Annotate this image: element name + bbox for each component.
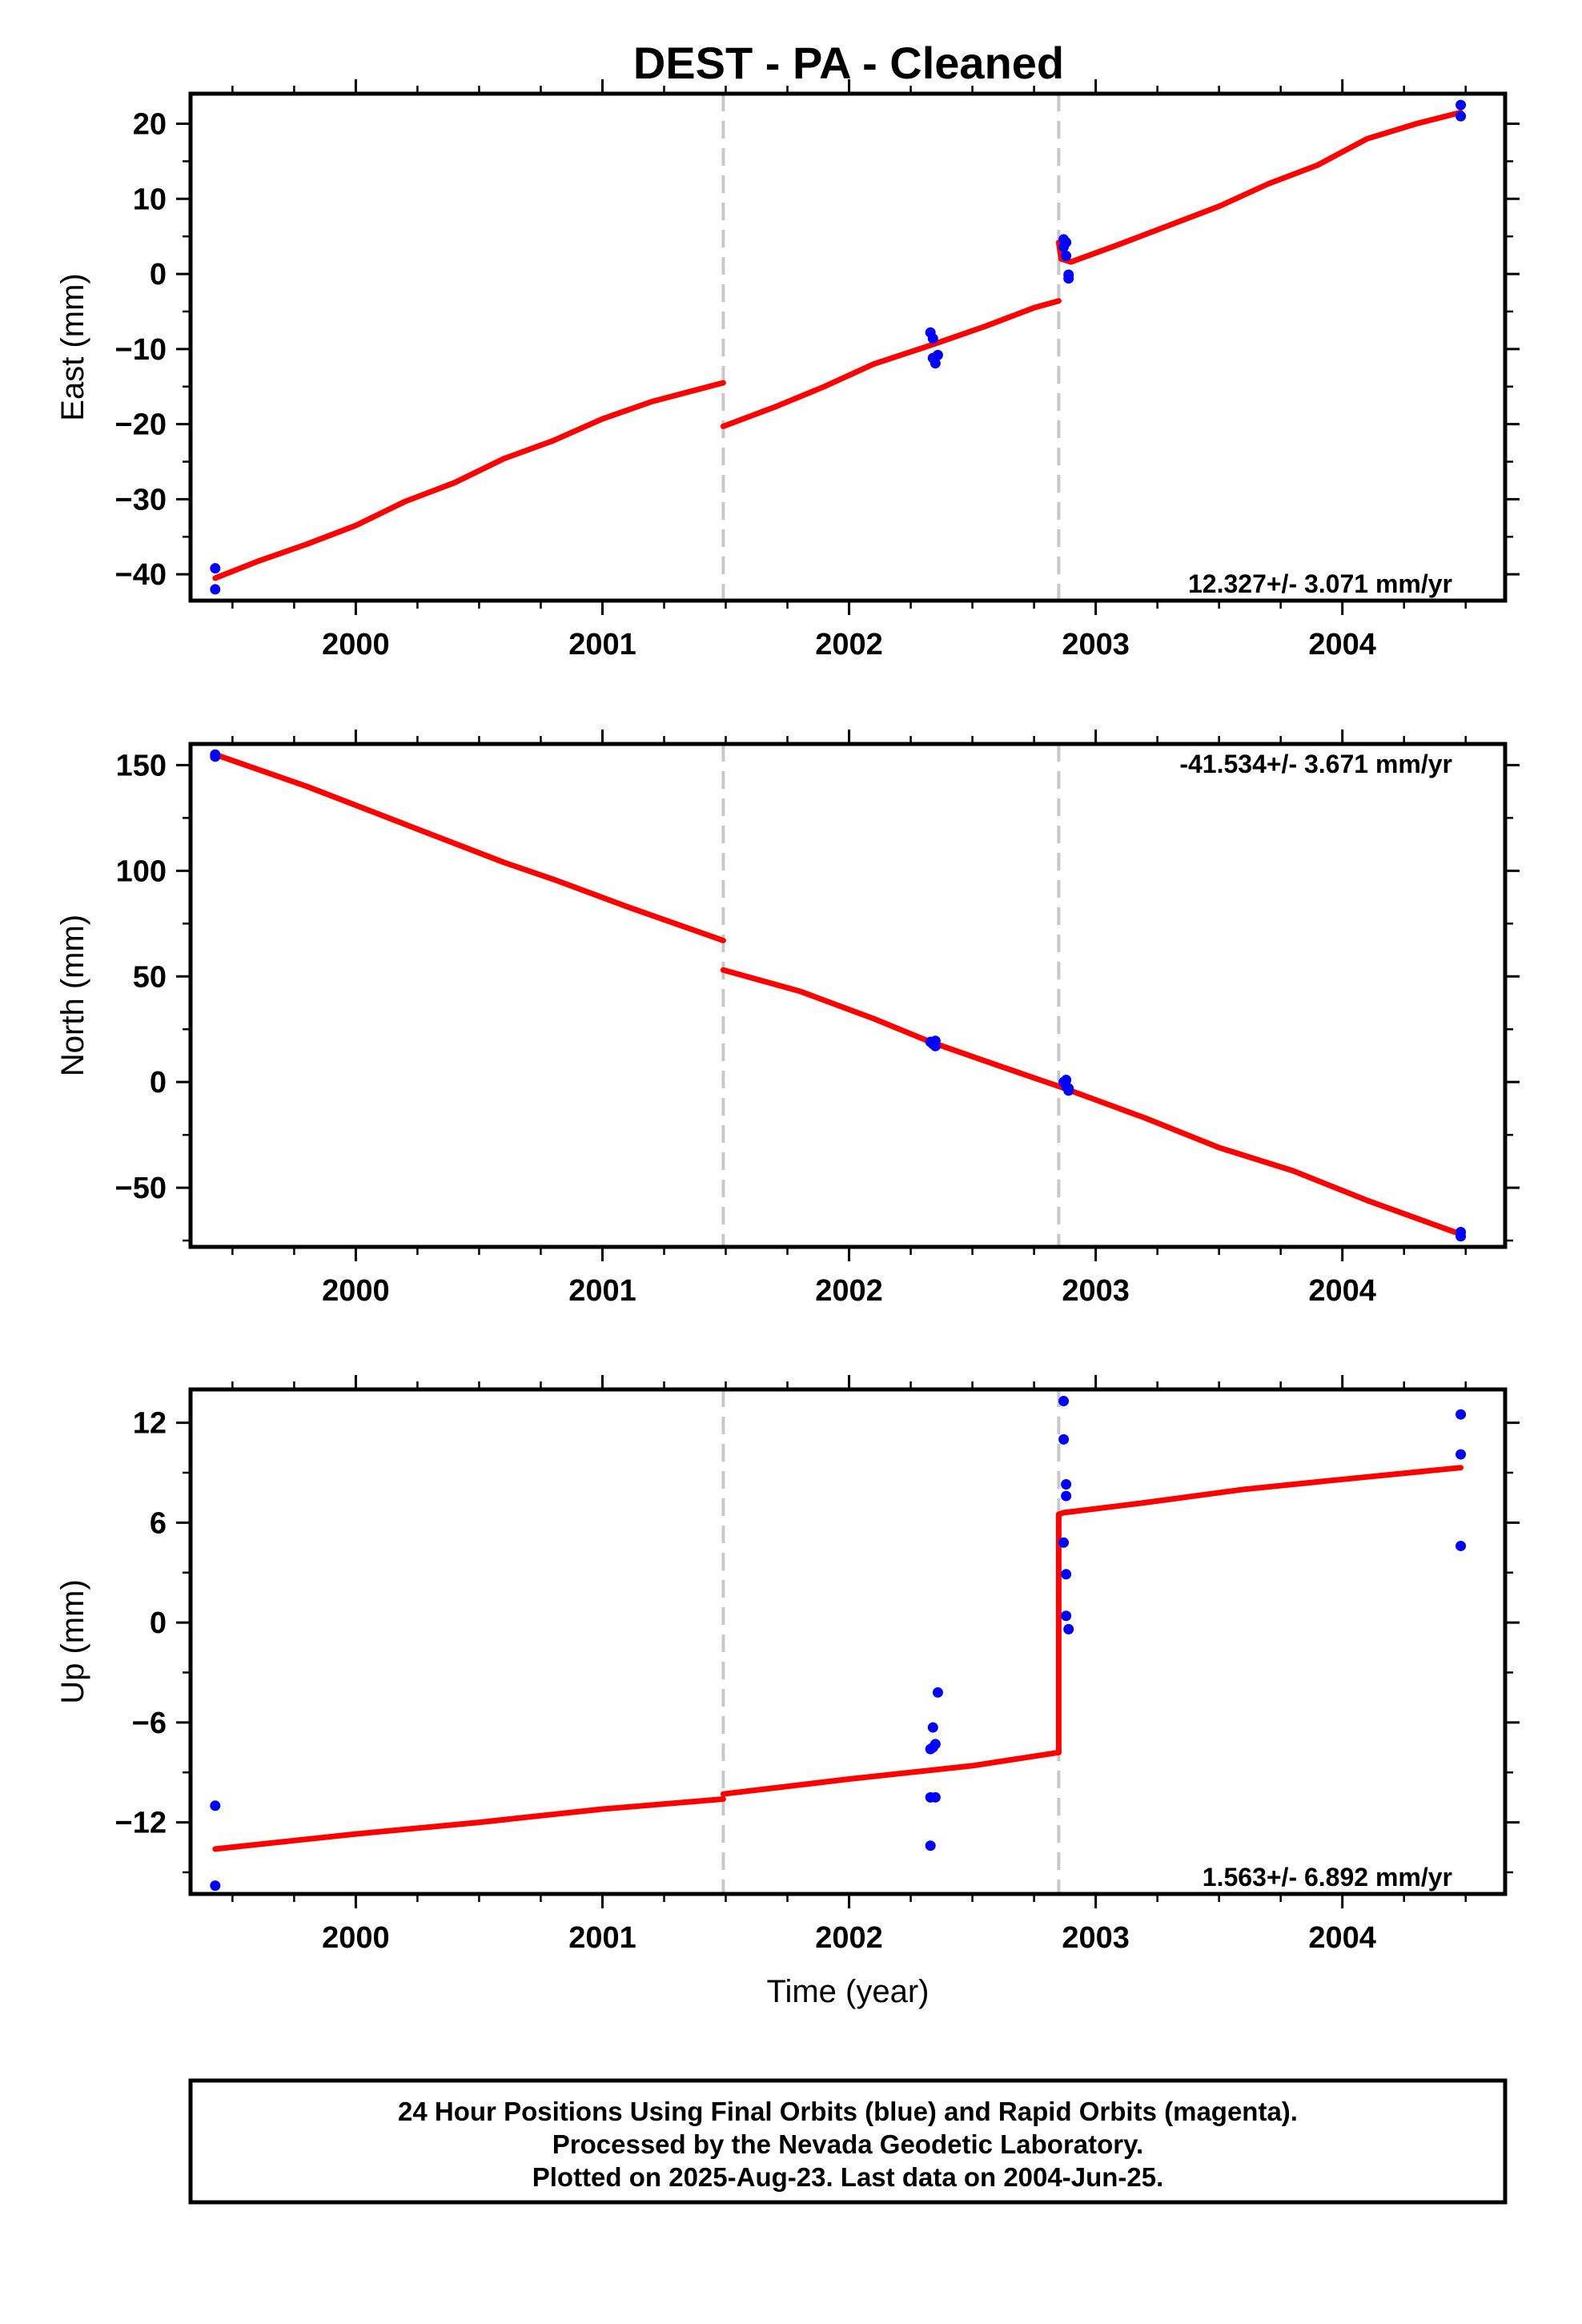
up-data-point-19 — [1456, 1449, 1467, 1460]
up-data-point-16 — [1061, 1610, 1072, 1622]
north-ytick-label-0: −50 — [115, 1172, 167, 1205]
up-plot-frame — [188, 1387, 1508, 1896]
north-xtick-label-4: 2004 — [1308, 1274, 1376, 1308]
north-ytick-label-4: 150 — [116, 749, 167, 782]
east-data-point-5 — [930, 358, 941, 369]
north-panel: 2000 2001 2002 2003 2004 −50 0 50 100 150 North (m… — [55, 730, 1520, 1308]
east-velocity-label: 12.327+/- 3.071 mm/yr — [1188, 569, 1452, 598]
east-data-point-13 — [1456, 99, 1467, 111]
footer-line-1: 24 Hour Positions Using Final Orbits (bl… — [398, 2097, 1298, 2126]
up-ytick-label-1: −6 — [132, 1707, 167, 1740]
up-xtick-label-2: 2002 — [815, 1921, 883, 1955]
north-xtick-label-3: 2003 — [1062, 1274, 1130, 1308]
up-xtick-label-4: 2004 — [1308, 1921, 1376, 1955]
up-ytick-label-3: 6 — [150, 1506, 167, 1540]
east-ytick-label-4: 0 — [150, 258, 167, 292]
up-data-point-8 — [930, 1739, 941, 1750]
east-data-point-9 — [1061, 237, 1072, 248]
east-ytick-label-1: −30 — [115, 483, 167, 517]
east-data-point-1 — [210, 584, 221, 595]
up-ytick-label-0: −12 — [115, 1807, 167, 1840]
east-xtick-label-2: 2002 — [815, 628, 883, 661]
up-model-line-0 — [212, 1796, 726, 1852]
east-ytick-label-2: −20 — [115, 408, 167, 442]
north-ytick-label-3: 100 — [116, 854, 167, 888]
up-velocity-label: 1.563+/- 6.892 mm/yr — [1203, 1863, 1452, 1892]
up-xtick-label-1: 2001 — [568, 1921, 636, 1955]
footer-line-3: Plotted on 2025-Aug-23. Last data on 200… — [532, 2162, 1164, 2192]
east-ytick-label-6: 20 — [133, 108, 167, 142]
up-panel: 2000 2001 2002 2003 2004 −12 −6 0 6 12 Up (mm) Time… — [55, 1375, 1520, 2009]
up-data-point-7 — [930, 1791, 941, 1803]
east-xtick-label-1: 2001 — [568, 628, 636, 661]
east-model-line-2 — [1055, 109, 1464, 265]
up-data-point-1 — [210, 1880, 221, 1892]
east-xtick-label-4: 2004 — [1308, 628, 1376, 661]
north-model-line-0 — [212, 751, 726, 943]
north-data-point-8 — [1061, 1075, 1072, 1086]
up-x-axis-label: Time (year) — [767, 1974, 930, 2009]
up-y-axis-label: Up (mm) — [55, 1579, 90, 1704]
east-data-point-3 — [927, 333, 938, 344]
up-model-line-2 — [1055, 1465, 1464, 1755]
east-model-line-1 — [720, 298, 1062, 429]
east-data-point-0 — [210, 563, 221, 574]
east-data-point-12 — [1063, 273, 1074, 284]
east-panel: 2000 2001 2002 2003 2004 −40 −30 −20 −10 0 10 20 Eas… — [55, 79, 1520, 661]
up-data-layer — [210, 1396, 1467, 1892]
up-data-point-18 — [1456, 1409, 1467, 1420]
up-data-point-11 — [1058, 1433, 1070, 1445]
north-xtick-label-0: 2000 — [322, 1274, 390, 1308]
east-data-point-10 — [1061, 251, 1072, 262]
north-xtick-label-2: 2002 — [815, 1274, 883, 1308]
north-model-line-1 — [720, 967, 1062, 1089]
up-xtick-label-0: 2000 — [322, 1921, 390, 1955]
north-y-axis-label: North (mm) — [55, 915, 90, 1076]
up-model-line-1 — [720, 1749, 1062, 1797]
east-y-axis-label: East (mm) — [55, 273, 90, 420]
east-plot-frame — [188, 91, 1508, 603]
up-data-point-10 — [1058, 1396, 1070, 1407]
east-xtick-label-0: 2000 — [322, 628, 390, 661]
up-data-point-20 — [1456, 1540, 1467, 1551]
north-data-point-1 — [210, 751, 221, 762]
north-plot-frame — [188, 742, 1508, 1249]
up-data-point-9 — [932, 1687, 943, 1698]
east-ytick-label-5: 10 — [133, 183, 167, 216]
up-data-point-13 — [1061, 1490, 1072, 1502]
east-xtick-label-3: 2003 — [1062, 628, 1130, 661]
up-data-point-12 — [1061, 1479, 1072, 1490]
up-data-point-14 — [1058, 1537, 1070, 1548]
north-velocity-label: -41.534+/- 3.671 mm/yr — [1179, 750, 1452, 778]
up-data-point-15 — [1061, 1569, 1072, 1580]
up-data-point-2 — [925, 1840, 936, 1852]
east-data-layer — [210, 99, 1467, 595]
north-ytick-label-2: 50 — [133, 960, 167, 994]
north-data-point-5 — [930, 1035, 941, 1047]
up-ytick-label-2: 0 — [150, 1606, 167, 1640]
north-data-point-12 — [1456, 1231, 1467, 1242]
up-ytick-label-4: 12 — [133, 1407, 167, 1441]
footer-box — [188, 2078, 1508, 2205]
north-model-line-2 — [1055, 1084, 1464, 1237]
east-model-line-0 — [212, 380, 726, 581]
east-ytick-label-0: −40 — [115, 558, 167, 592]
east-data-point-14 — [1456, 111, 1467, 122]
north-xtick-label-1: 2001 — [568, 1274, 636, 1308]
east-data-point-6 — [932, 349, 943, 360]
east-ytick-label-3: −10 — [115, 333, 167, 367]
footer-line-2: Processed by the Nevada Geodetic Laborat… — [552, 2129, 1143, 2159]
up-data-point-5 — [927, 1722, 938, 1733]
up-data-point-0 — [210, 1800, 221, 1811]
north-ytick-label-1: 0 — [150, 1066, 167, 1100]
up-data-point-17 — [1063, 1623, 1074, 1634]
up-xtick-label-3: 2003 — [1062, 1921, 1130, 1955]
north-data-layer — [210, 749, 1467, 1242]
north-data-point-10 — [1063, 1085, 1074, 1096]
